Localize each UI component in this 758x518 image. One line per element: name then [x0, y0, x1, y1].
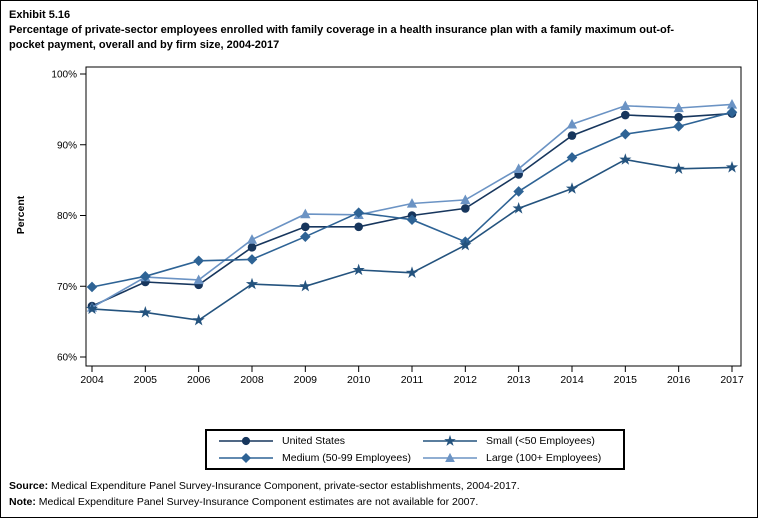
- star-marker-icon: [423, 434, 477, 446]
- svg-text:2012: 2012: [454, 374, 478, 386]
- legend-item-small: Small (<50 Employees): [415, 434, 619, 448]
- legend-label-united-states: United States: [282, 434, 346, 447]
- diamond-marker-icon: [219, 453, 273, 464]
- legend: United States Small (<50 Employees) Medi…: [205, 429, 625, 470]
- svg-text:2006: 2006: [187, 374, 211, 386]
- source-text: Medical Expenditure Panel Survey-Insuran…: [51, 480, 520, 492]
- svg-text:2010: 2010: [347, 374, 371, 386]
- chart-svg: 60% 70% 80% 90% 100% 2004 2005 2006 2008 2009 2010…: [51, 66, 744, 386]
- svg-text:2015: 2015: [614, 374, 638, 386]
- series-star: [85, 153, 739, 326]
- chart-header: Exhibit 5.16 Percentage of private-secto…: [9, 8, 751, 53]
- y-axis: 60% 70% 80% 90% 100%: [51, 70, 86, 364]
- exhibit-number: Exhibit 5.16: [9, 9, 71, 21]
- legend-label-medium: Medium (50-99 Employees): [282, 452, 411, 465]
- svg-text:2005: 2005: [134, 374, 158, 386]
- legend-item-united-states: United States: [211, 434, 415, 448]
- svg-text:2014: 2014: [560, 374, 584, 386]
- series-diamond: [86, 106, 738, 293]
- svg-text:90%: 90%: [57, 140, 77, 151]
- svg-text:70%: 70%: [57, 282, 77, 293]
- plot-frame: [85, 66, 742, 367]
- svg-text:2009: 2009: [294, 374, 318, 386]
- note-text: Medical Expenditure Panel Survey-Insuran…: [38, 496, 479, 508]
- source-label: Source:: [9, 480, 49, 492]
- legend-label-large: Large (100+ Employees): [486, 452, 602, 465]
- svg-text:2004: 2004: [80, 374, 104, 386]
- circle-marker-icon: [219, 436, 273, 445]
- legend-item-medium: Medium (50-99 Employees): [211, 451, 415, 465]
- svg-text:80%: 80%: [57, 211, 77, 222]
- legend-item-large: Large (100+ Employees): [415, 451, 619, 465]
- series-circle: [87, 109, 737, 311]
- note-label: Note:: [9, 496, 36, 508]
- series-triangle: [86, 99, 738, 312]
- footnotes: Source: Medical Expenditure Panel Survey…: [9, 478, 520, 510]
- source-line: Source: Medical Expenditure Panel Survey…: [9, 478, 520, 494]
- svg-text:2011: 2011: [401, 374, 424, 386]
- x-axis: 2004 2005 2006 2008 2009 2010 2011 2012 2013 2014…: [80, 366, 744, 386]
- note-line: Note: Medical Expenditure Panel Survey-I…: [9, 494, 520, 510]
- chart-title: Percentage of private-sector employees e…: [9, 24, 675, 51]
- legend-label-small: Small (<50 Employees): [486, 434, 595, 447]
- svg-text:60%: 60%: [57, 353, 77, 364]
- svg-text:2013: 2013: [507, 374, 531, 386]
- svg-text:2016: 2016: [667, 374, 691, 386]
- svg-text:2008: 2008: [240, 374, 264, 386]
- svg-text:2017: 2017: [720, 374, 744, 386]
- triangle-marker-icon: [423, 453, 477, 463]
- svg-text:100%: 100%: [51, 70, 77, 81]
